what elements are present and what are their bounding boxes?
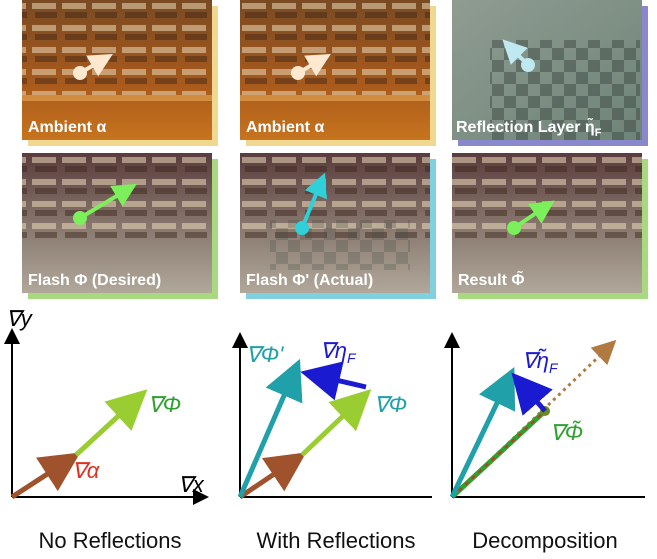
tile-caption: Result Φ̃ [458, 269, 524, 289]
tile-caption: Flash Φ' (Actual) [246, 272, 373, 289]
vector-diagram: ∇η̃F ∇Φ̃ Decomposition [444, 332, 645, 553]
tile: Ambient α [22, 0, 218, 146]
diagram-caption: Decomposition [472, 528, 618, 553]
vector [449, 366, 516, 499]
tile-caption: Reflection Layer η̃F [456, 116, 602, 139]
vector [10, 452, 81, 500]
tile: Flash Φ' (Actual) [240, 153, 436, 299]
vector-label: ∇α [72, 458, 101, 483]
tile-caption: Flash Φ (Desired) [28, 272, 161, 289]
tile-caption: Ambient α [28, 119, 106, 136]
vector-diagram: ∇Φ' ∇ηF ∇Φ With Reflections [232, 332, 432, 553]
vector-label: ∇η̃F [522, 348, 559, 376]
vector [300, 361, 367, 401]
vector [300, 389, 372, 457]
tile: Ambient α [240, 0, 436, 146]
axis-label: ∇x [178, 472, 205, 497]
diagram-caption: With Reflections [257, 528, 416, 553]
vector [74, 389, 148, 457]
vector [237, 358, 303, 498]
vector-label: ∇Φ [374, 392, 407, 417]
vector-label: ∇Φ [148, 392, 181, 417]
diagram-caption: No Reflections [38, 528, 181, 553]
vector [451, 410, 546, 498]
tile: Flash Φ (Desired) [22, 153, 218, 299]
vector [238, 452, 307, 500]
vector-label: ∇Φ̃ [550, 420, 583, 445]
tile-caption: Ambient α [246, 119, 324, 136]
tile: Result Φ̃ [452, 153, 648, 299]
vector [511, 372, 553, 416]
vector-label: ∇ηF [320, 338, 357, 366]
axis-label: ∇y [6, 306, 34, 331]
tile: Reflection Layer η̃F [452, 0, 648, 146]
vector-diagram: ∇y ∇x ∇α ∇Φ No Reflections [4, 306, 209, 553]
vector-label: ∇Φ' [246, 342, 284, 367]
